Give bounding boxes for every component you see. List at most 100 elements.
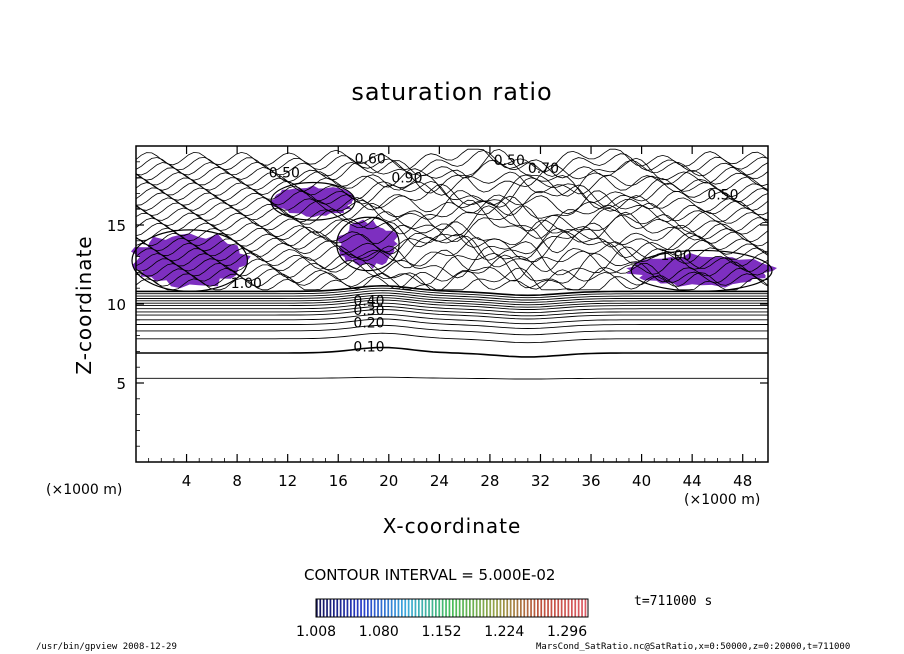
colorbar-stripe-19 [380, 599, 383, 617]
contour-label-11: 1.00 [661, 248, 692, 264]
contour-line-low-2 [136, 332, 768, 344]
contour-line-low-5 [136, 313, 768, 325]
contour-line-upper-9 [135, 221, 769, 260]
contour-line-low-13 [136, 290, 768, 301]
contour-label-7: 0.60 [355, 151, 386, 167]
colorbar-stripe-22 [390, 599, 393, 617]
contour-lines [131, 148, 773, 380]
contour-line-low-4 [136, 318, 768, 329]
colorbar-stripe-63 [530, 599, 532, 617]
contour-label-0: 0.10 [353, 339, 384, 355]
colorbar-stripe-70 [554, 599, 556, 617]
colorbar-tick-label-4: 1.296 [547, 624, 587, 640]
contour-line-upper-25 [135, 148, 769, 172]
colorbar-stripe-69 [550, 599, 553, 617]
colorbar-stripe-74 [567, 599, 570, 617]
contour-line-upper-22 [135, 148, 769, 197]
plot-frame [135, 145, 769, 463]
colorbar-tick-label-0: 1.008 [296, 624, 336, 640]
x-tick-label-44: 44 [683, 472, 702, 490]
contour-line-upper-15 [135, 190, 769, 232]
contour-line-upper-4 [135, 249, 769, 282]
contour-line-low-8 [136, 302, 768, 314]
time-label: t=711000 s [634, 594, 713, 609]
colorbar-stripe-30 [418, 599, 420, 617]
x-tick-label-48: 48 [733, 472, 752, 490]
y-axis-label: Z-coordinate [72, 235, 96, 375]
colorbar-stripe-79 [584, 599, 587, 617]
colorbar-stripe-78 [581, 599, 583, 617]
x-tick-label-16: 16 [329, 472, 348, 490]
colorbar-stripe-57 [509, 599, 512, 617]
colorbar-stripe-10 [350, 599, 352, 617]
x-tick-label-28: 28 [480, 472, 499, 490]
x-tick-label-36: 36 [581, 472, 600, 490]
colorbar-stripe-11 [353, 599, 356, 617]
y-axis-unit: (×1000 m) [46, 482, 123, 498]
contour-line-low-1 [136, 346, 768, 358]
contour-line-upper-23 [135, 159, 769, 179]
contour-line-upper-20 [135, 171, 769, 196]
colorbar-stripe-71 [557, 599, 560, 617]
colorbar-stripe-40 [452, 599, 454, 617]
colorbar-stripe-9 [346, 599, 349, 617]
colorbar-stripe-62 [526, 599, 529, 617]
colorbar-stripe-52 [492, 599, 495, 617]
colorbar-stripe-25 [401, 599, 403, 617]
colorbar-stripe-7 [339, 599, 342, 617]
colorbar-stripe-59 [516, 599, 519, 617]
contour-line-upper-3 [135, 252, 769, 289]
colorbar-stripe-27 [407, 599, 410, 617]
colorbar-stripe-50 [486, 599, 488, 617]
colorbar-stripe-2 [322, 599, 325, 617]
colorbar-stripe-58 [513, 599, 515, 617]
contour-line-upper-17 [135, 183, 769, 217]
colorbar-stripe-5 [333, 599, 335, 617]
colorbar-stripe-51 [489, 599, 492, 617]
contour-line-low-9 [136, 299, 768, 310]
colorbar-stripe-33 [428, 599, 430, 617]
colorbar-stripe-42 [458, 599, 461, 617]
x-tick-label-4: 4 [182, 472, 192, 490]
x-tick-label-20: 20 [379, 472, 398, 490]
colorbar-stripe-24 [397, 599, 400, 617]
contour-line-low-3 [136, 324, 768, 336]
colorbar-stripe-53 [496, 599, 498, 617]
colorbar-stripe-0 [316, 599, 318, 617]
colorbar-stripe-77 [577, 599, 580, 617]
colorbar-stripe-49 [482, 599, 485, 617]
colorbar-frame [315, 598, 589, 618]
contour-line-upper-2 [135, 254, 769, 291]
colorbar: 1.008 1.080 1.152 1.224 1.296 [296, 598, 589, 640]
colorbar-stripe-6 [336, 599, 339, 617]
contour-outline-upper-cloud [270, 181, 356, 221]
colorbar-stripe-54 [499, 599, 502, 617]
colorbar-stripe-13 [360, 599, 362, 617]
colorbar-stripe-72 [560, 599, 563, 617]
colorbar-stripe-17 [373, 599, 376, 617]
colorbar-stripe-39 [448, 599, 451, 617]
contour-label-6: 0.50 [707, 188, 738, 204]
colorbar-stripe-38 [445, 599, 447, 617]
contour-line-upper-19 [135, 174, 769, 206]
contour-line-upper-12 [135, 205, 769, 243]
colorbar-stripe-41 [455, 599, 458, 617]
contour-label-4: 0.50 [269, 166, 300, 182]
contour-interval-text: CONTOUR INTERVAL = 5.000E-02 [304, 566, 556, 584]
colorbar-stripe-68 [547, 599, 549, 617]
colorbar-stripe-15 [367, 599, 369, 617]
x-tick-label-24: 24 [430, 472, 449, 490]
contour-line-low-7 [136, 305, 768, 317]
contour-line-upper-11 [135, 205, 769, 254]
colorbar-stripe-23 [394, 599, 396, 617]
colorbar-stripe-76 [574, 599, 577, 617]
contour-outline-central-cloud [336, 216, 400, 272]
colorbar-stripe-56 [506, 599, 509, 617]
contour-line-low-12 [136, 292, 768, 303]
colorbar-stripe-1 [319, 599, 322, 617]
colorbar-stripe-48 [479, 599, 481, 617]
colorbar-stripe-37 [441, 599, 444, 617]
contour-line-upper-16 [135, 194, 769, 215]
colorbar-stripe-46 [472, 599, 475, 617]
